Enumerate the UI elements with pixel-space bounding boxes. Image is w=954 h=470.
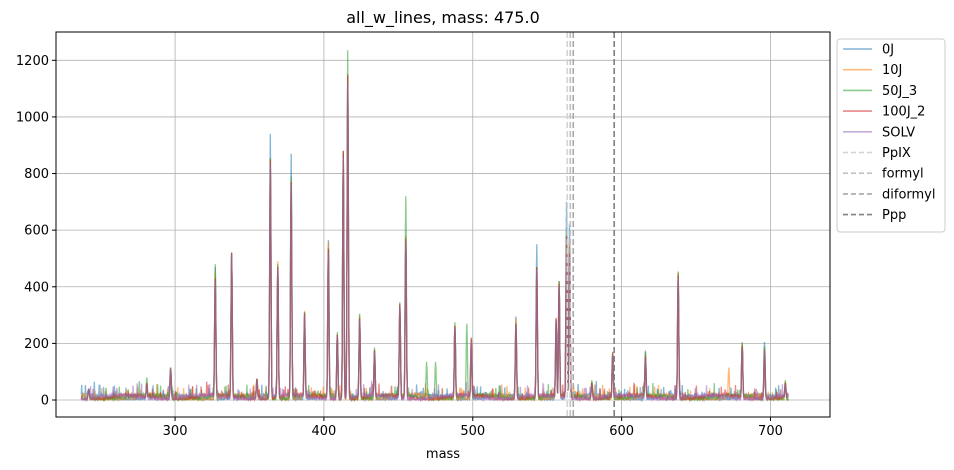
legend-label: Ppp (882, 208, 906, 223)
legend: 0J 10J 50J_3 100J_2 SOLV PpIX formyl diformyl Pp… (836, 38, 946, 233)
chart-title: all_w_lines, mass: 475.0 (346, 8, 540, 28)
y-tick-label: 1000 (16, 110, 49, 125)
legend-label: 0J (882, 43, 894, 58)
x-tick-label: 400 (312, 424, 337, 439)
y-tick-label: 200 (24, 337, 49, 352)
series-line-100J_2 (80, 74, 789, 403)
series-line-50J_3 (81, 50, 789, 403)
legend-label: formyl (882, 167, 924, 182)
y-tick-label: 800 (24, 167, 49, 182)
legend-label: 100J_2 (882, 105, 925, 120)
series-line-0J (80, 74, 789, 403)
x-axis-label: mass (426, 447, 460, 462)
legend-label: 10J (882, 63, 902, 78)
x-tick-label: 300 (163, 424, 188, 439)
legend-label: diformyl (882, 187, 935, 202)
series-line-10J (80, 77, 789, 403)
x-tick-label: 700 (758, 424, 783, 439)
series-line-SOLV (80, 82, 789, 403)
axes-frame (55, 31, 831, 418)
plot-area (80, 32, 789, 417)
legend-label: PpIX (882, 146, 911, 161)
y-tick-label: 600 (24, 224, 49, 239)
y-axis: 0 200 400 600 800 1000 1200 (16, 54, 56, 409)
legend-box (836, 38, 946, 233)
y-tick-label: 1200 (16, 54, 49, 69)
legend-label: SOLV (882, 125, 915, 140)
x-tick-label: 500 (460, 424, 485, 439)
grid (56, 32, 830, 417)
y-tick-label: 0 (41, 394, 49, 409)
y-tick-label: 400 (24, 280, 49, 295)
x-axis: 300 400 500 600 700 (163, 417, 783, 439)
legend-label: 50J_3 (882, 84, 917, 99)
x-tick-label: 600 (609, 424, 634, 439)
